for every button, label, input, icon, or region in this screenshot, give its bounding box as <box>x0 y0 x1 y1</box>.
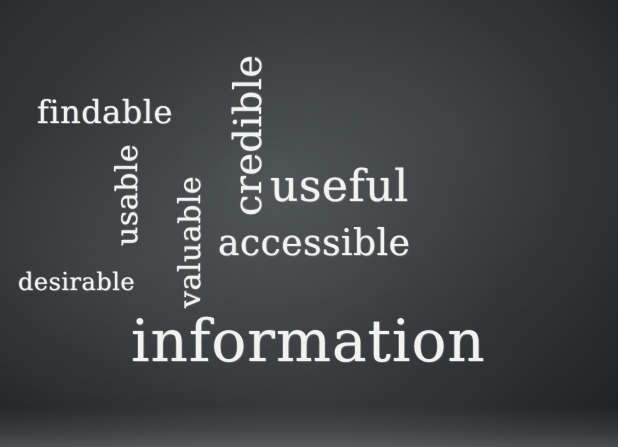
word-credible: credible <box>226 54 270 216</box>
word-accessible: accessible <box>218 223 411 264</box>
word-findable: findable <box>37 93 173 131</box>
word-information: information <box>131 307 486 375</box>
word-desirable: desirable <box>18 268 136 296</box>
chalk-smudge <box>0 407 618 447</box>
word-usable: usable <box>110 143 145 246</box>
word-valuable: valuable <box>173 175 208 308</box>
word-useful: useful <box>270 161 409 212</box>
